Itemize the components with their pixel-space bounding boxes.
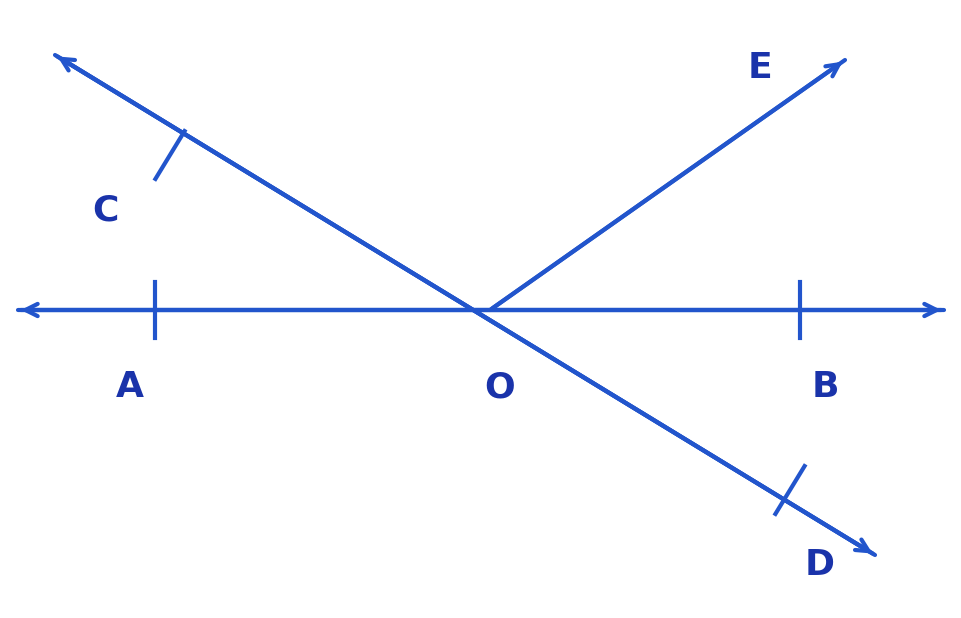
Text: C: C <box>91 193 118 227</box>
Text: B: B <box>810 370 838 404</box>
Text: A: A <box>116 370 144 404</box>
Text: D: D <box>804 548 834 582</box>
Text: E: E <box>747 51 772 85</box>
Text: O: O <box>484 370 515 404</box>
